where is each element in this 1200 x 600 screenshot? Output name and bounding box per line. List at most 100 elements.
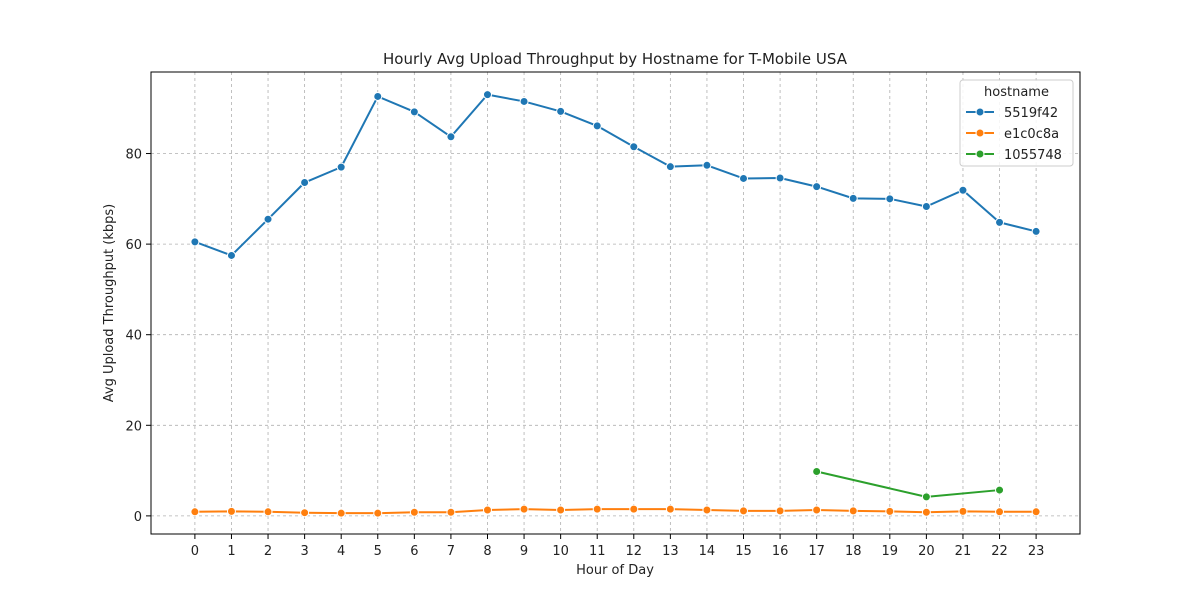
x-tick-label: 5 xyxy=(374,544,382,559)
x-tick-label: 23 xyxy=(1028,544,1045,559)
legend-label: 5519f42 xyxy=(1004,106,1058,121)
data-point xyxy=(812,466,822,476)
data-point xyxy=(409,107,419,117)
x-tick-label: 1 xyxy=(227,544,235,559)
data-point xyxy=(665,504,675,514)
legend-marker xyxy=(975,107,985,117)
data-point xyxy=(995,507,1005,517)
x-tick-label: 9 xyxy=(520,544,528,559)
series-e1c0c8a xyxy=(190,504,1041,518)
data-point xyxy=(958,185,968,195)
x-tick-label: 19 xyxy=(882,544,899,559)
x-tick-label: 16 xyxy=(772,544,789,559)
y-tick-label: 60 xyxy=(125,238,142,253)
data-point xyxy=(556,106,566,116)
x-tick-label: 4 xyxy=(337,544,345,559)
data-point xyxy=(885,506,895,516)
data-point xyxy=(995,217,1005,227)
y-axis: 0 20 40 60 80 xyxy=(125,148,151,525)
data-point xyxy=(848,506,858,516)
legend-label: 1055748 xyxy=(1004,148,1062,163)
data-point xyxy=(921,202,931,212)
legend-item: 1055748 xyxy=(966,148,1062,163)
data-point xyxy=(958,506,968,516)
data-point xyxy=(409,507,419,517)
data-point xyxy=(556,505,566,515)
data-point xyxy=(482,90,492,100)
x-tick-label: 11 xyxy=(589,544,606,559)
x-tick-label: 3 xyxy=(300,544,308,559)
data-point xyxy=(885,194,895,204)
x-tick-label: 22 xyxy=(991,544,1008,559)
data-point xyxy=(702,505,712,515)
grid-lines xyxy=(151,72,1080,534)
data-point xyxy=(921,492,931,502)
data-point xyxy=(995,485,1005,495)
data-point xyxy=(519,504,529,514)
legend: hostname 5519f42 e1c0c8a 1055748 xyxy=(959,79,1074,167)
data-point xyxy=(592,504,602,514)
series-line xyxy=(194,508,1037,515)
legend-label: e1c0c8a xyxy=(1004,127,1059,142)
data-point xyxy=(519,96,529,106)
data-point xyxy=(263,507,273,517)
x-tick-label: 7 xyxy=(447,544,455,559)
data-point xyxy=(373,91,383,101)
x-tick-label: 20 xyxy=(918,544,935,559)
data-point xyxy=(300,178,310,188)
data-point xyxy=(592,121,602,131)
data-point xyxy=(812,505,822,515)
data-point xyxy=(263,214,273,224)
data-point xyxy=(848,193,858,203)
data-point xyxy=(446,507,456,517)
chart-title: Hourly Avg Upload Throughput by Hostname… xyxy=(383,50,848,68)
y-tick-label: 0 xyxy=(134,510,142,525)
plot-frame xyxy=(150,71,1081,535)
x-tick-label: 10 xyxy=(552,544,569,559)
data-point xyxy=(190,237,200,247)
data-point xyxy=(226,250,236,260)
data-point xyxy=(629,504,639,514)
x-tick-label: 0 xyxy=(191,544,199,559)
series-5519f42 xyxy=(190,90,1041,260)
legend-box xyxy=(959,79,1074,167)
x-tick-label: 12 xyxy=(626,544,643,559)
data-point xyxy=(775,506,785,516)
x-tick-label: 8 xyxy=(483,544,491,559)
y-tick-label: 80 xyxy=(125,148,142,163)
data-point xyxy=(702,160,712,170)
data-point xyxy=(629,142,639,152)
x-tick-label: 13 xyxy=(662,544,679,559)
legend-marker xyxy=(975,149,985,159)
data-point xyxy=(373,508,383,518)
data-point xyxy=(1031,507,1041,517)
legend-item: e1c0c8a xyxy=(966,127,1059,142)
data-point xyxy=(665,162,675,172)
x-tick-label: 15 xyxy=(735,544,752,559)
data-point xyxy=(739,506,749,516)
data-point xyxy=(812,182,822,192)
y-tick-label: 40 xyxy=(125,329,142,344)
y-axis-label: Avg Upload Throughput (kbps) xyxy=(102,204,117,403)
x-axis: 0 1 2 3 4 5 6 7 8 9 10 11 12 13 14 15 16 17 18 19 20 21 22 23 xyxy=(191,534,1045,559)
data-point xyxy=(921,507,931,517)
x-tick-label: 2 xyxy=(264,544,272,559)
data-point xyxy=(482,505,492,515)
series-1055748 xyxy=(812,466,1005,502)
legend-item: 5519f42 xyxy=(966,106,1058,121)
x-axis-label: Hour of Day xyxy=(576,563,654,578)
series-line xyxy=(194,93,1037,257)
data-point xyxy=(300,508,310,518)
data-point xyxy=(336,508,346,518)
x-tick-label: 18 xyxy=(845,544,862,559)
data-point xyxy=(1031,226,1041,236)
data-point xyxy=(336,162,346,172)
x-tick-label: 21 xyxy=(955,544,972,559)
legend-title: hostname xyxy=(984,85,1049,100)
y-tick-label: 20 xyxy=(125,419,142,434)
data-point xyxy=(446,132,456,142)
legend-marker xyxy=(975,128,985,138)
x-tick-label: 17 xyxy=(808,544,825,559)
data-point xyxy=(190,507,200,517)
